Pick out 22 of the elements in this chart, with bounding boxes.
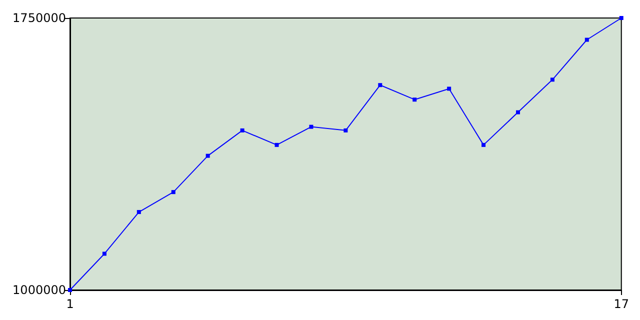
point — [378, 83, 382, 88]
point — [309, 124, 314, 129]
point — [516, 110, 520, 114]
point — [584, 38, 589, 42]
point — [550, 78, 554, 82]
point — [171, 190, 176, 194]
point — [206, 154, 210, 158]
point — [447, 86, 452, 91]
point — [136, 210, 141, 214]
x-tick-label: 17 — [614, 297, 630, 311]
point — [68, 288, 72, 292]
point — [102, 252, 106, 256]
x-tick-label: 1 — [66, 297, 74, 311]
y-tick-label: 1750000 — [12, 11, 66, 25]
y-tick-label: 1000000 — [12, 283, 66, 297]
point — [240, 128, 244, 132]
point — [344, 128, 348, 132]
point — [619, 16, 624, 20]
point — [482, 142, 486, 147]
line-series — [68, 16, 624, 292]
point — [274, 142, 279, 147]
point — [412, 98, 417, 102]
